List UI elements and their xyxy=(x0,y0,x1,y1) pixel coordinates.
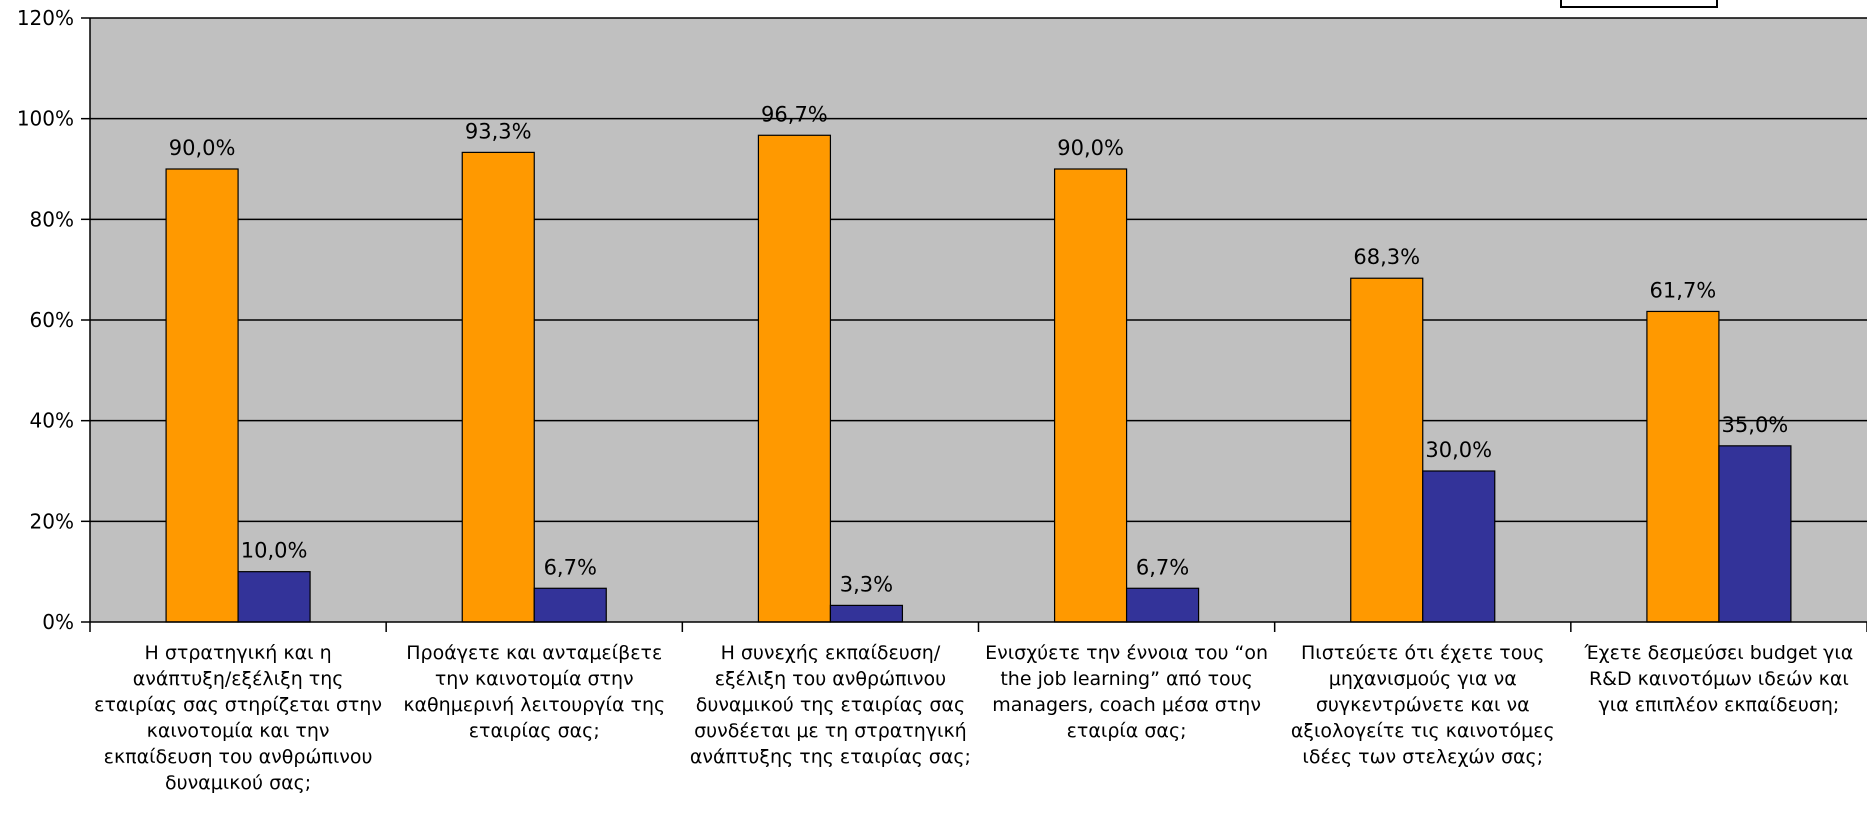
data-label: 6,7% xyxy=(544,555,597,579)
bar-series1 xyxy=(165,168,239,623)
bar-series1 xyxy=(461,151,535,623)
bar-series1 xyxy=(1053,168,1128,623)
bar-series2 xyxy=(237,571,311,623)
bar-series2 xyxy=(1422,470,1496,623)
category-label-3: Η συνεχής εκπαίδευση/εξέλιξη του ανθρώπι… xyxy=(689,642,971,768)
category-label-5: Πιστεύετε ότι έχετε τους μηχανισμούς για… xyxy=(1290,642,1555,768)
y-tick-label: 40% xyxy=(30,409,74,433)
category-label-6: Έχετε δεσμεύσει budget για R&D καινοτόμω… xyxy=(1584,642,1854,716)
bar-series2 xyxy=(1718,445,1792,623)
axes xyxy=(81,17,1867,632)
category-label-4: Ενισχύετε την έννοια του “on the job lea… xyxy=(985,642,1269,742)
data-label: 93,3% xyxy=(465,119,532,143)
y-tick-label: 80% xyxy=(30,207,74,231)
category-label-1: Η στρατηγική και η ανάπτυξη/εξέλιξη της … xyxy=(94,642,382,794)
gridlines xyxy=(90,17,1867,523)
data-label: 68,3% xyxy=(1353,245,1420,269)
data-label: 61,7% xyxy=(1650,278,1717,302)
data-labels: 90,0% 93,3% 96,7% 90,0% 68,3% 61,7% 10,0% 6,7% 3… xyxy=(169,102,1789,596)
data-label: 6,7% xyxy=(1136,555,1189,579)
bar-series1 xyxy=(1350,277,1424,623)
y-tick-label: 0% xyxy=(42,610,74,634)
legend xyxy=(1560,0,1718,8)
y-tick-label: 20% xyxy=(30,509,74,533)
y-tick-label: 120% xyxy=(17,6,74,30)
bar-series2 xyxy=(829,604,904,623)
data-label: 35,0% xyxy=(1722,413,1789,437)
data-label: 90,0% xyxy=(169,136,236,160)
bar-series1 xyxy=(757,134,832,623)
data-label: 96,7% xyxy=(761,102,828,126)
y-axis-tick-labels: 0% 20% 40% 60% 80% 100% 120% xyxy=(17,6,74,634)
y-tick-label: 100% xyxy=(17,107,74,131)
category-label-2: Προάγετε και ανταμείβετε την καινοτομία … xyxy=(403,642,666,742)
bars xyxy=(165,134,1792,623)
y-tick-label: 60% xyxy=(30,308,74,332)
bar-series1 xyxy=(1646,310,1720,623)
bar-series2 xyxy=(1125,587,1200,623)
data-label: 90,0% xyxy=(1057,136,1124,160)
data-label: 10,0% xyxy=(241,539,308,563)
bar-series2 xyxy=(533,587,607,623)
data-label: 30,0% xyxy=(1425,438,1492,462)
data-label: 3,3% xyxy=(840,572,893,596)
